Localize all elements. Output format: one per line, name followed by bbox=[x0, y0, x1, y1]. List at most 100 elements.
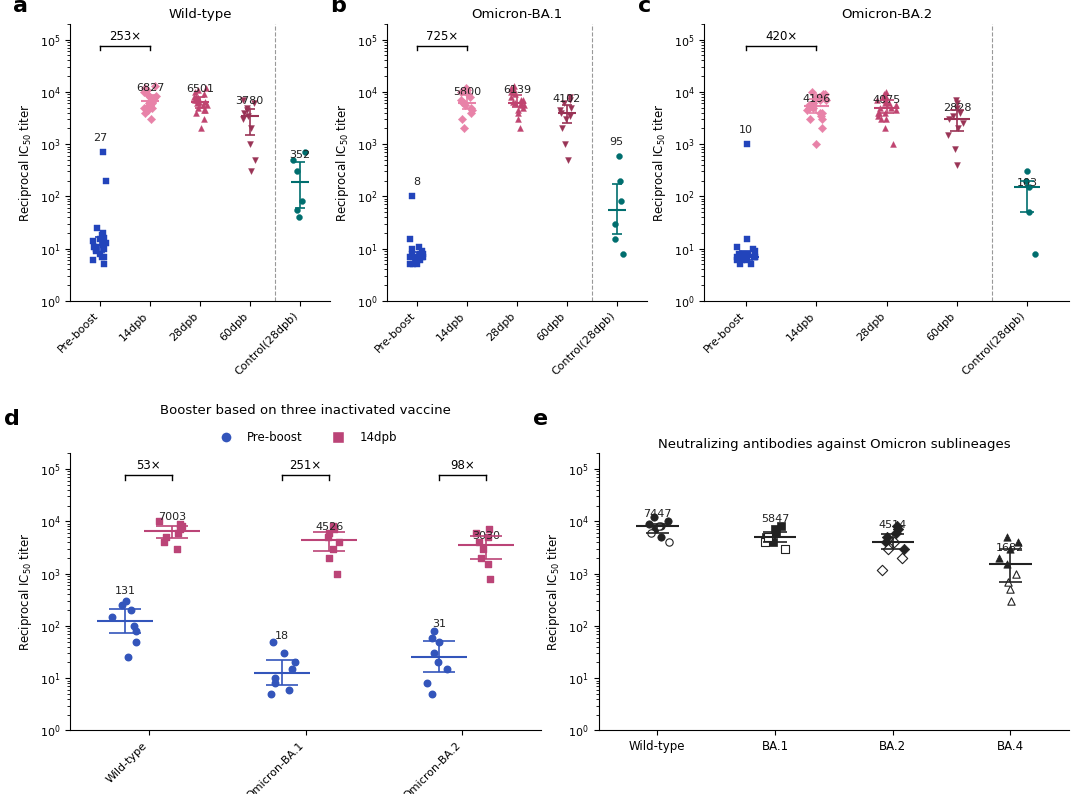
Text: 131: 131 bbox=[114, 587, 136, 596]
Point bbox=[144, 94, 161, 106]
Point bbox=[457, 81, 474, 94]
Text: 2828: 2828 bbox=[943, 103, 971, 113]
Text: 4514: 4514 bbox=[878, 520, 907, 530]
Point bbox=[651, 520, 669, 533]
Point bbox=[612, 195, 630, 208]
Point bbox=[955, 117, 972, 129]
Point bbox=[402, 233, 419, 246]
Point bbox=[611, 175, 629, 187]
Point bbox=[423, 631, 441, 644]
Point bbox=[330, 536, 348, 549]
Point bbox=[1021, 181, 1038, 194]
Point bbox=[150, 515, 167, 528]
Point bbox=[246, 153, 264, 166]
Point bbox=[805, 97, 822, 110]
Y-axis label: Reciprocal IC$_{50}$ titer: Reciprocal IC$_{50}$ titer bbox=[17, 103, 35, 222]
Title: Wild-type: Wild-type bbox=[168, 8, 231, 21]
Text: 98×: 98× bbox=[450, 459, 475, 472]
Point bbox=[243, 165, 260, 178]
Point bbox=[740, 248, 757, 260]
Point bbox=[768, 526, 785, 539]
Point bbox=[139, 103, 157, 116]
Point bbox=[139, 88, 157, 101]
Point bbox=[93, 229, 110, 241]
Text: 4075: 4075 bbox=[873, 94, 901, 105]
Point bbox=[424, 625, 442, 638]
Point bbox=[646, 523, 663, 536]
Point bbox=[660, 536, 677, 549]
Text: 4102: 4102 bbox=[553, 94, 581, 105]
Point bbox=[1018, 165, 1036, 178]
Text: 6827: 6827 bbox=[136, 83, 164, 93]
Point bbox=[1026, 248, 1043, 260]
Text: 6139: 6139 bbox=[503, 85, 531, 95]
Point bbox=[502, 91, 519, 103]
Y-axis label: Reciprocal IC$_{50}$ titer: Reciprocal IC$_{50}$ titer bbox=[651, 103, 669, 222]
Point bbox=[195, 88, 213, 101]
Text: 352: 352 bbox=[289, 150, 310, 160]
Point bbox=[999, 576, 1016, 588]
Point bbox=[402, 250, 419, 263]
Point bbox=[507, 88, 524, 101]
Point bbox=[93, 250, 110, 263]
Point bbox=[411, 248, 429, 260]
Point bbox=[941, 113, 958, 125]
Point bbox=[509, 106, 526, 119]
Point bbox=[403, 248, 420, 260]
Point bbox=[242, 122, 259, 135]
Point bbox=[606, 218, 623, 230]
Point bbox=[320, 530, 337, 543]
Point bbox=[877, 86, 894, 98]
Point bbox=[813, 122, 831, 135]
Point bbox=[189, 94, 206, 106]
Point bbox=[893, 552, 910, 565]
Point bbox=[1010, 536, 1027, 549]
Point bbox=[1001, 583, 1018, 596]
Point bbox=[454, 113, 471, 125]
Point bbox=[96, 232, 113, 245]
Point bbox=[746, 250, 764, 263]
Point bbox=[138, 83, 156, 96]
Point bbox=[511, 122, 528, 135]
Point bbox=[729, 250, 746, 263]
Point bbox=[94, 146, 111, 159]
Point bbox=[505, 83, 523, 96]
Text: 4526: 4526 bbox=[315, 522, 343, 532]
Point bbox=[739, 137, 756, 150]
Point bbox=[242, 137, 259, 150]
Point bbox=[812, 110, 829, 122]
Point bbox=[198, 99, 215, 112]
Point bbox=[321, 552, 338, 565]
Point bbox=[615, 248, 632, 260]
Point bbox=[1017, 175, 1035, 187]
Point bbox=[296, 146, 313, 159]
Point bbox=[468, 526, 485, 539]
Point bbox=[157, 530, 174, 543]
Point bbox=[798, 103, 815, 116]
Point bbox=[552, 106, 569, 119]
Point bbox=[188, 91, 205, 103]
Point bbox=[197, 103, 214, 116]
Point bbox=[94, 238, 111, 251]
Point bbox=[643, 526, 660, 539]
Point bbox=[472, 552, 489, 565]
Point bbox=[949, 122, 967, 135]
Point bbox=[136, 106, 153, 119]
Point bbox=[999, 558, 1016, 571]
Point bbox=[804, 86, 821, 98]
Point bbox=[948, 101, 966, 114]
Point bbox=[293, 195, 310, 208]
Text: a: a bbox=[13, 0, 28, 16]
Title: Omicron-BA.2: Omicron-BA.2 bbox=[841, 8, 932, 21]
Point bbox=[239, 110, 256, 122]
Point bbox=[744, 242, 761, 255]
Point bbox=[170, 526, 187, 539]
Text: 31: 31 bbox=[432, 619, 446, 629]
Point bbox=[414, 245, 431, 257]
Point bbox=[144, 95, 161, 108]
Point bbox=[767, 523, 784, 536]
Point bbox=[733, 248, 751, 260]
Point bbox=[882, 101, 900, 114]
Title: Neutralizing antibodies against Omicron sublineages: Neutralizing antibodies against Omicron … bbox=[658, 437, 1010, 451]
Point bbox=[739, 254, 756, 267]
